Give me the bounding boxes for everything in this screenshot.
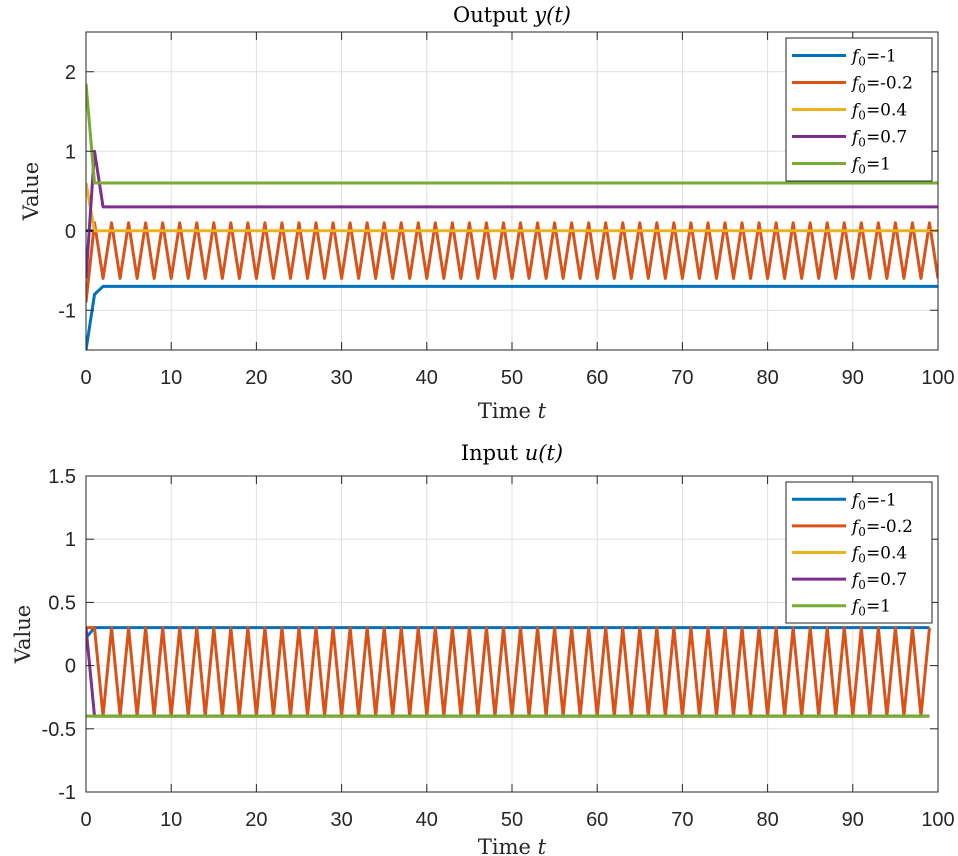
panel-1-series-line-2 xyxy=(86,221,938,303)
panel-1-title: Output y(t) xyxy=(453,3,571,27)
panel-2-ytick-label-1: -0.5 xyxy=(42,719,76,741)
panel-1-legend-label-3: f0=0.4 xyxy=(850,101,907,123)
panel-1-xlabel-math: t xyxy=(538,399,547,423)
panel-2-xtick-label-9: 90 xyxy=(842,809,864,831)
panel-2-legend-label-3: f0=0.4 xyxy=(850,544,907,566)
panel-1-series-line-1 xyxy=(86,284,938,350)
panel-1-series-line-3 xyxy=(86,182,938,233)
panel-1-xtick-label-1: 10 xyxy=(160,367,182,389)
panel-1-ytick-label-2: 1 xyxy=(65,141,76,163)
panel-2-xtick-label-8: 80 xyxy=(756,809,778,831)
panel-2-xtick-label-10: 100 xyxy=(921,809,954,831)
panel-1-ylabel: Value xyxy=(19,162,43,221)
panel-1-series-group xyxy=(86,83,938,350)
panel-2-ylabel: Value xyxy=(11,605,35,664)
panel-1-legend-label-1: f0=-1 xyxy=(850,47,897,69)
panel-1-xtick-label-5: 50 xyxy=(501,367,523,389)
panel-1-xlabel-text: Time xyxy=(478,399,538,423)
panel-2-xlabel-math: t xyxy=(538,835,547,856)
panel-2-xtick-label-0: 0 xyxy=(80,809,91,831)
panel-1-xtick-label-9: 90 xyxy=(842,367,864,389)
panel-1-legend-label-2: f0=-0.2 xyxy=(850,74,913,96)
panel-2-legend: f0=-1 f0=-0.2 f0=0.4 f0=0.7 f0=1 xyxy=(785,481,933,624)
panel-1-xtick-label-3: 30 xyxy=(330,367,352,389)
panel-2-xlabel-text: Time xyxy=(478,835,538,856)
panel-2-xtick-label-5: 50 xyxy=(501,809,523,831)
panel-2-xtick-label-3: 30 xyxy=(330,809,352,831)
panel-1-series-line-5 xyxy=(86,83,938,185)
panel-2-xlabel: Time t xyxy=(478,835,547,856)
panel-2-ytick-label-2: 0 xyxy=(65,656,76,678)
panel-2-legend-label-5: f0=1 xyxy=(850,597,891,619)
panel-1-ytick-label-0: -1 xyxy=(58,300,76,322)
panel-1-ytick-label-1: 0 xyxy=(65,221,76,243)
panel-2-xtick-label-1: 10 xyxy=(160,809,182,831)
panel-1-xtick-label-6: 60 xyxy=(586,367,608,389)
panel-1-xtick-label-4: 40 xyxy=(416,367,438,389)
panel-2-legend-label-4: f0=0.7 xyxy=(850,570,907,592)
panel-1-legend-label-5: f0=1 xyxy=(850,155,891,177)
panel-2-xtick-label-2: 20 xyxy=(245,809,267,831)
panel-2-legend-label-1: f0=-1 xyxy=(850,490,897,512)
panel-2-ytick-label-0: -1 xyxy=(58,782,76,804)
panel-1-xtick-label-7: 70 xyxy=(671,367,693,389)
panel-1-legend-label-4: f0=0.7 xyxy=(850,128,907,150)
panel-1-xtick-label-0: 0 xyxy=(80,367,91,389)
panel-2-legend-label-2: f0=-0.2 xyxy=(850,517,913,539)
panel-2: 0 10 20 30 40 50 60 70 80 90 100 -1 -0.5 0 0.5 1 1.5 Inpu… xyxy=(11,441,955,856)
panel-1-xtick-label-2: 20 xyxy=(245,367,267,389)
panel-1-xlabel: Time t xyxy=(478,399,547,423)
panel-1: 0 10 20 30 40 50 60 70 80 90 100 -1 0 1 2 Output y(t) Ti… xyxy=(19,3,955,423)
panel-2-title-math: u(t) xyxy=(525,441,563,465)
panel-1-xtick-label-8: 80 xyxy=(756,367,778,389)
panel-2-ytick-label-3: 0.5 xyxy=(48,592,76,614)
panel-1-xtick-label-10: 100 xyxy=(921,367,954,389)
panel-1-ytick-label-3: 2 xyxy=(65,62,76,84)
panel-2-ytick-label-4: 1 xyxy=(65,529,76,551)
panel-1-title-math: y(t) xyxy=(533,3,571,27)
panel-1-title-text: Output xyxy=(453,3,534,27)
panel-2-title-text: Input xyxy=(461,441,525,465)
panel-2-ytick-label-5: 1.5 xyxy=(48,466,76,488)
panel-2-series-group xyxy=(86,626,931,718)
panel-2-xtick-label-7: 70 xyxy=(671,809,693,831)
panel-2-xtick-label-6: 60 xyxy=(586,809,608,831)
panel-1-legend: f0=-1 f0=-0.2 f0=0.4 f0=0.7 f0=1 xyxy=(785,37,933,182)
panel-2-xtick-label-4: 40 xyxy=(416,809,438,831)
panel-2-series-line-2 xyxy=(86,626,931,718)
panel-1-series-line-4 xyxy=(86,149,938,279)
panel-2-title: Input u(t) xyxy=(461,441,563,465)
